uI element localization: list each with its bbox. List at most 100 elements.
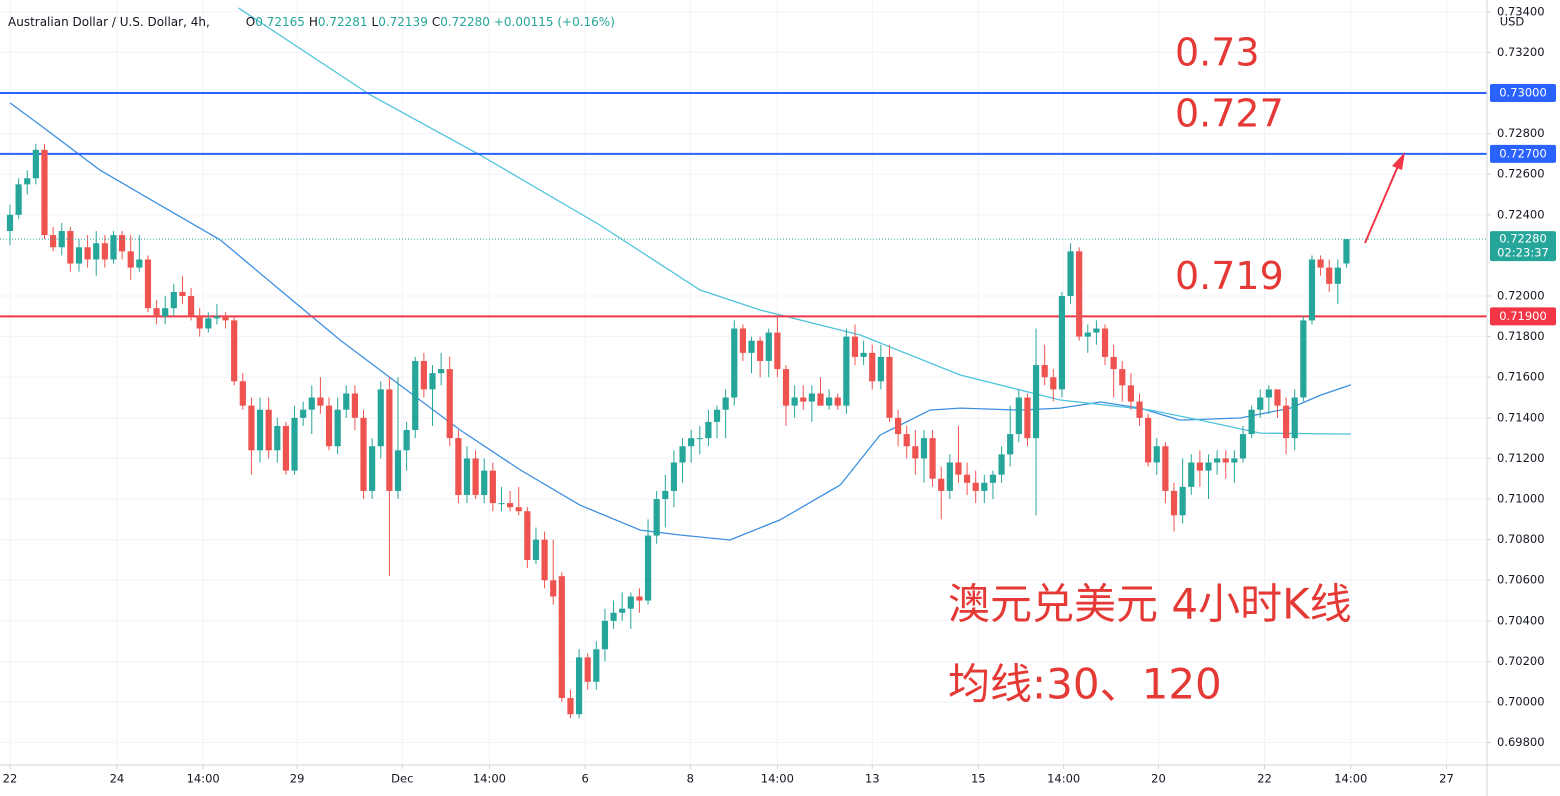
price-tag-label: 0.73000 (1499, 85, 1547, 99)
candle-body (722, 397, 729, 410)
candle-body (213, 316, 221, 319)
candle-body (731, 328, 738, 398)
moving-average-line (9, 102, 1352, 541)
candle-body (1248, 409, 1255, 435)
candle-body (205, 318, 212, 329)
price-tag (1490, 307, 1556, 326)
candle-body (282, 425, 290, 471)
candle-body (1343, 239, 1350, 264)
legend-value: 0.72139 (378, 15, 428, 29)
x-tick-label: 14:00 (187, 772, 220, 786)
candle-body (325, 405, 333, 447)
candle-body (593, 649, 600, 682)
legend-value: 0.72280 (440, 15, 490, 29)
candle-body (369, 446, 376, 491)
candle-body (506, 503, 514, 508)
candle-body (1153, 446, 1160, 463)
candle-body (636, 596, 643, 601)
candle-body (826, 397, 833, 406)
candle-body (610, 612, 617, 621)
candle-body (782, 369, 790, 406)
candle-body (532, 539, 540, 560)
candle-body (972, 482, 979, 491)
candle-body (334, 409, 341, 447)
candle-body (1076, 251, 1083, 337)
candle-body (291, 417, 298, 471)
candle-body (438, 369, 445, 374)
candle-body (688, 438, 695, 447)
x-tick-label: 24 (110, 772, 125, 786)
candle-body (791, 397, 798, 406)
candle-body (1283, 405, 1290, 439)
x-tick-label: 14:00 (1334, 772, 1367, 786)
candle-body (360, 417, 367, 491)
candle-body (1291, 397, 1298, 439)
candle-body (420, 360, 427, 390)
candle-body (886, 356, 893, 418)
candle-body (1101, 328, 1109, 357)
candle-body (1093, 328, 1100, 333)
last-price-tag (1490, 231, 1556, 262)
y-tick-label: 0.71200 (1497, 451, 1545, 465)
candle-body (1032, 365, 1040, 439)
candle-body (808, 393, 815, 402)
candle-body (110, 235, 117, 260)
candle-body (1110, 356, 1117, 370)
level-note: 0.727 (1175, 91, 1284, 135)
candle-body (963, 474, 971, 483)
candle-body (601, 620, 609, 650)
candle-body (524, 511, 531, 560)
candle-body (1196, 462, 1203, 471)
candle-body (1274, 389, 1281, 406)
candle-body (679, 446, 686, 463)
candle-body (300, 409, 307, 418)
candle-body (1334, 267, 1341, 284)
candle-body (981, 482, 988, 491)
candle-body (162, 308, 169, 317)
price-tag (1490, 83, 1556, 102)
candle-body (713, 409, 721, 422)
candle-body (222, 316, 229, 321)
x-tick-label: 13 (865, 772, 880, 786)
x-tick-label: 22 (3, 772, 18, 786)
moving-average-line (238, 7, 1351, 435)
y-tick-label: 0.73200 (1497, 45, 1545, 59)
candle-body (170, 291, 177, 309)
candle-body (1317, 259, 1324, 268)
candle-body (627, 596, 634, 609)
candle-body (101, 243, 108, 260)
candle-body (515, 507, 522, 512)
candle-body (1015, 397, 1022, 435)
candle-body (248, 405, 255, 451)
candle-body (929, 438, 936, 479)
candle-body (187, 296, 195, 317)
y-tick-label: 0.69800 (1497, 735, 1545, 749)
candle-body (1050, 377, 1057, 390)
candle-body (817, 393, 824, 406)
candle-body (1239, 434, 1247, 459)
candle-body (377, 389, 384, 447)
y-tick-label: 0.71400 (1497, 410, 1545, 424)
candle-body (1084, 332, 1091, 337)
legend-change: +0.00115 (+0.16%) (494, 15, 615, 29)
candle-body (903, 434, 910, 447)
candle-body (653, 499, 660, 536)
candle-body (894, 417, 902, 435)
y-tick-label: 0.72400 (1497, 207, 1545, 221)
candle-body (1024, 397, 1031, 439)
x-tick-label: 14:00 (1047, 772, 1080, 786)
candle-body (481, 470, 488, 495)
candle-body (351, 393, 358, 418)
level-note: 0.719 (1175, 254, 1284, 298)
arrow-shaft (1364, 165, 1399, 244)
y-tick-label: 0.70200 (1497, 654, 1545, 668)
candle-body (265, 409, 272, 451)
candle-body (998, 454, 1005, 475)
level-note: 0.73 (1175, 30, 1260, 74)
legend-header: Australian Dollar / U.S. Dollar, 4h, O0.7… (8, 15, 615, 29)
candle-body (843, 336, 850, 406)
candle-body (498, 503, 505, 505)
y-tick-label: 0.70800 (1497, 532, 1545, 546)
candle-body (308, 397, 315, 410)
